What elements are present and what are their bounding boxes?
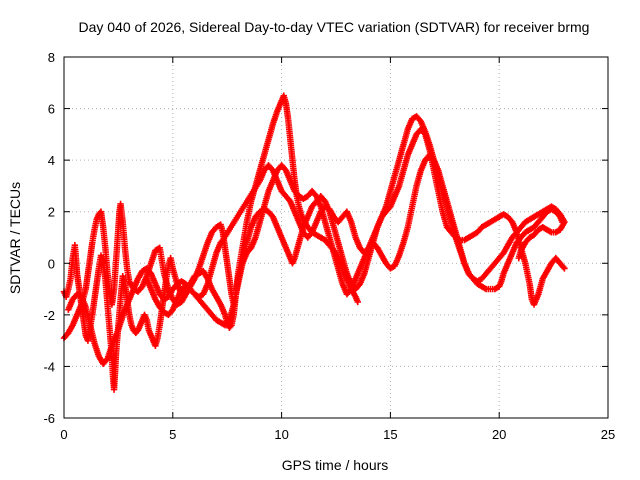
x-tick-label: 20 <box>492 427 506 442</box>
y-tick-label: 4 <box>48 153 55 168</box>
data-point <box>560 263 567 271</box>
x-tick-label: 5 <box>169 427 176 442</box>
y-tick-label: 0 <box>48 256 55 271</box>
x-tick-label: 10 <box>274 427 288 442</box>
y-tick-label: 6 <box>48 102 55 117</box>
series-trace-4 <box>143 151 568 319</box>
x-tick-label: 0 <box>60 427 67 442</box>
y-tick-label: -6 <box>43 411 55 426</box>
y-tick-label: -4 <box>43 359 55 374</box>
data-point <box>561 265 568 272</box>
x-axis-label: GPS time / hours <box>282 457 389 473</box>
data-point <box>354 298 361 306</box>
y-tick-label: 8 <box>48 50 55 65</box>
data-point <box>227 323 234 330</box>
y-axis-label: SDTVAR / TECUs <box>7 182 23 294</box>
data-point <box>515 254 522 262</box>
plot-frame <box>63 56 609 419</box>
data-marks <box>60 92 568 393</box>
data-point <box>225 318 232 325</box>
x-tick-label: 25 <box>601 427 615 442</box>
x-tick-label: 15 <box>383 427 397 442</box>
y-axis: -6 -4 -2 0 2 4 6 8 <box>43 50 608 426</box>
x-axis: 0 5 10 15 20 25 <box>60 57 615 442</box>
series-trace-3 <box>65 126 568 368</box>
chart-title: Day 040 of 2026, Sidereal Day-to-day VTE… <box>79 19 590 35</box>
data-point <box>420 129 428 137</box>
y-tick-label: 2 <box>48 205 55 220</box>
y-tick-label: -2 <box>43 308 55 323</box>
